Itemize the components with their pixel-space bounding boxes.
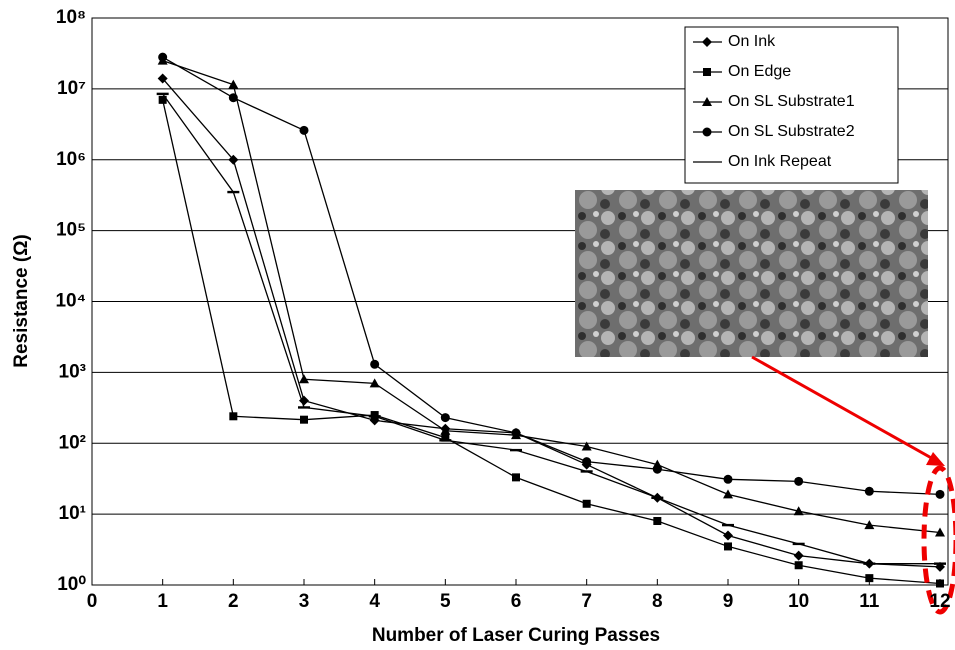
y-tick-label: 10³ bbox=[59, 361, 86, 382]
legend-label: On Edge bbox=[728, 63, 791, 80]
marker bbox=[936, 579, 944, 588]
marker bbox=[156, 92, 169, 96]
marker bbox=[653, 516, 662, 525]
marker bbox=[158, 95, 167, 104]
x-tick-label: 8 bbox=[652, 591, 663, 612]
marker bbox=[158, 52, 168, 62]
marker bbox=[228, 79, 239, 89]
marker bbox=[793, 550, 804, 561]
marker bbox=[511, 428, 521, 438]
marker bbox=[724, 542, 732, 551]
marker bbox=[723, 474, 733, 484]
legend-symbol bbox=[703, 68, 711, 76]
y-tick-label: 10² bbox=[59, 432, 86, 453]
marker bbox=[794, 561, 803, 570]
x-tick-label: 10 bbox=[788, 591, 809, 612]
x-tick-label: 2 bbox=[228, 591, 239, 612]
y-axis-label: Resistance (Ω) bbox=[11, 234, 32, 368]
marker bbox=[228, 93, 238, 103]
marker bbox=[863, 562, 876, 565]
marker bbox=[935, 489, 945, 499]
marker bbox=[651, 496, 664, 499]
marker bbox=[299, 374, 309, 384]
marker bbox=[510, 448, 522, 452]
marker bbox=[441, 433, 450, 442]
marker bbox=[652, 464, 662, 474]
marker bbox=[300, 415, 308, 424]
y-tick-label: 10⁰ bbox=[57, 574, 86, 595]
marker bbox=[935, 527, 945, 537]
legend-marker bbox=[702, 97, 712, 106]
legend-marker bbox=[702, 37, 712, 47]
marker bbox=[512, 473, 520, 482]
marker bbox=[228, 154, 239, 165]
marker bbox=[793, 506, 804, 516]
x-axis-label: Number of Laser Curing Passes bbox=[372, 625, 660, 646]
y-tick-label: 10⁷ bbox=[57, 78, 86, 99]
y-tick-label: 10⁴ bbox=[55, 291, 86, 312]
sem-image bbox=[575, 190, 928, 357]
marker bbox=[298, 406, 310, 409]
marker bbox=[440, 413, 450, 423]
series-line bbox=[162, 99, 941, 585]
x-tick-label: 4 bbox=[369, 591, 380, 612]
marker bbox=[581, 441, 592, 451]
series-line bbox=[162, 78, 941, 568]
marker bbox=[722, 523, 734, 527]
marker bbox=[864, 520, 875, 530]
legend-label: On Ink bbox=[728, 33, 776, 50]
marker bbox=[370, 359, 380, 369]
y-tick-label: 10⁶ bbox=[56, 149, 86, 170]
legend-symbol bbox=[702, 97, 712, 106]
x-tick-label: 12 bbox=[929, 591, 950, 612]
series-line bbox=[162, 60, 941, 534]
marker bbox=[299, 125, 309, 135]
marker bbox=[227, 190, 240, 194]
marker bbox=[582, 457, 592, 467]
marker bbox=[368, 415, 381, 418]
series-line bbox=[162, 56, 941, 496]
marker bbox=[864, 486, 874, 496]
legend-label: On Ink Repeat bbox=[728, 153, 832, 170]
legend-label: On SL Substrate2 bbox=[728, 123, 855, 140]
marker bbox=[792, 542, 805, 546]
y-tick-label: 10¹ bbox=[59, 503, 86, 524]
marker bbox=[794, 476, 804, 486]
legend-symbol bbox=[702, 37, 712, 47]
x-tick-label: 7 bbox=[581, 591, 592, 612]
y-tick-label: 10⁸ bbox=[56, 7, 86, 28]
y-tick-label: 10⁵ bbox=[56, 220, 86, 241]
highlight-ellipse bbox=[921, 465, 955, 615]
marker bbox=[865, 574, 874, 583]
legend bbox=[684, 26, 899, 184]
marker bbox=[229, 412, 238, 421]
marker bbox=[369, 378, 380, 388]
x-tick-label: 11 bbox=[859, 591, 880, 612]
arrow-head bbox=[926, 452, 945, 466]
marker bbox=[157, 73, 168, 84]
x-tick-label: 3 bbox=[299, 591, 310, 612]
legend-label: On SL Substrate1 bbox=[728, 93, 855, 110]
x-tick-label: 0 bbox=[87, 591, 98, 612]
marker bbox=[934, 562, 946, 565]
series-line bbox=[162, 93, 940, 565]
marker bbox=[580, 470, 593, 473]
legend-marker bbox=[703, 68, 711, 76]
marker bbox=[723, 530, 733, 541]
arrow bbox=[751, 355, 936, 462]
marker bbox=[582, 499, 591, 508]
x-tick-label: 1 bbox=[157, 591, 168, 612]
legend-symbol bbox=[702, 127, 712, 137]
x-tick-label: 5 bbox=[440, 591, 451, 612]
marker bbox=[370, 411, 379, 420]
marker bbox=[723, 489, 733, 499]
marker bbox=[440, 425, 451, 435]
legend-marker bbox=[702, 127, 712, 137]
x-tick-label: 6 bbox=[511, 591, 522, 612]
x-tick-label: 9 bbox=[723, 591, 734, 612]
marker bbox=[439, 439, 452, 442]
